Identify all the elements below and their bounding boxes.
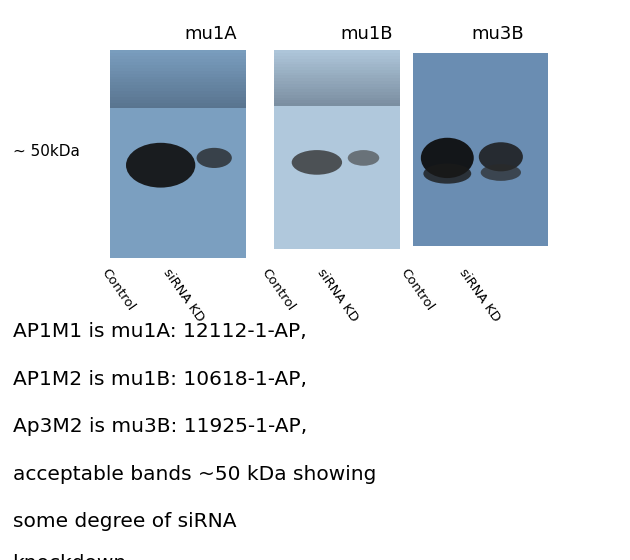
Bar (110, 97, 246, 100)
Bar (110, 105, 246, 109)
Bar (110, 50, 246, 53)
Bar (274, 87, 400, 90)
Text: Ap3M2 is mu3B: 11925-1-AP,: Ap3M2 is mu3B: 11925-1-AP, (13, 417, 307, 436)
Bar (110, 77, 246, 80)
Text: acceptable bands ~50 kDa showing: acceptable bands ~50 kDa showing (13, 465, 376, 484)
Bar (274, 70, 400, 73)
Bar (274, 100, 400, 103)
Bar (110, 73, 246, 77)
Text: mu3B: mu3B (471, 25, 524, 43)
Bar (110, 85, 246, 88)
Bar (110, 56, 246, 59)
Bar (110, 91, 246, 94)
Text: Control: Control (99, 266, 137, 313)
Text: mu1A: mu1A (185, 25, 238, 43)
Bar (110, 59, 246, 62)
Bar (274, 76, 400, 78)
Ellipse shape (197, 148, 232, 168)
Bar (110, 53, 246, 56)
Ellipse shape (292, 150, 342, 175)
Bar (110, 71, 246, 73)
Bar (274, 90, 400, 92)
Ellipse shape (479, 142, 523, 171)
Text: AP1M1 is mu1A: 12112-1-AP,: AP1M1 is mu1A: 12112-1-AP, (13, 322, 306, 341)
Ellipse shape (126, 143, 195, 188)
Bar (110, 94, 246, 97)
Bar (274, 84, 400, 87)
Text: some degree of siRNA: some degree of siRNA (13, 512, 236, 531)
Ellipse shape (421, 138, 474, 178)
Bar (274, 81, 400, 84)
Text: mu1B: mu1B (340, 25, 393, 43)
Bar (110, 62, 246, 65)
Bar (274, 92, 400, 95)
Bar (274, 103, 400, 106)
Bar (274, 50, 400, 53)
Text: siRNA KD: siRNA KD (457, 266, 503, 324)
Bar (110, 68, 246, 71)
Text: Control: Control (398, 266, 436, 313)
Text: AP1M2 is mu1B: 10618-1-AP,: AP1M2 is mu1B: 10618-1-AP, (13, 370, 307, 389)
Bar (274, 67, 400, 70)
Bar (110, 80, 246, 82)
Ellipse shape (423, 164, 471, 184)
Bar (110, 65, 246, 68)
Text: knockdown: knockdown (13, 554, 127, 560)
Bar (110, 88, 246, 91)
Bar (110, 100, 246, 102)
Text: Control: Control (259, 266, 297, 313)
Bar (274, 64, 400, 67)
Bar (274, 73, 400, 76)
Ellipse shape (348, 150, 379, 166)
Bar (110, 82, 246, 85)
Bar (274, 97, 400, 100)
Bar (274, 62, 400, 64)
Bar (110, 102, 246, 105)
Ellipse shape (481, 164, 521, 181)
Text: siRNA KD: siRNA KD (314, 266, 360, 324)
Bar (274, 59, 400, 62)
Bar (274, 95, 400, 97)
Text: ~ 50kDa: ~ 50kDa (13, 144, 79, 158)
Bar (274, 53, 400, 56)
Bar (274, 56, 400, 59)
Bar (274, 78, 400, 81)
Text: siRNA KD: siRNA KD (161, 266, 207, 324)
